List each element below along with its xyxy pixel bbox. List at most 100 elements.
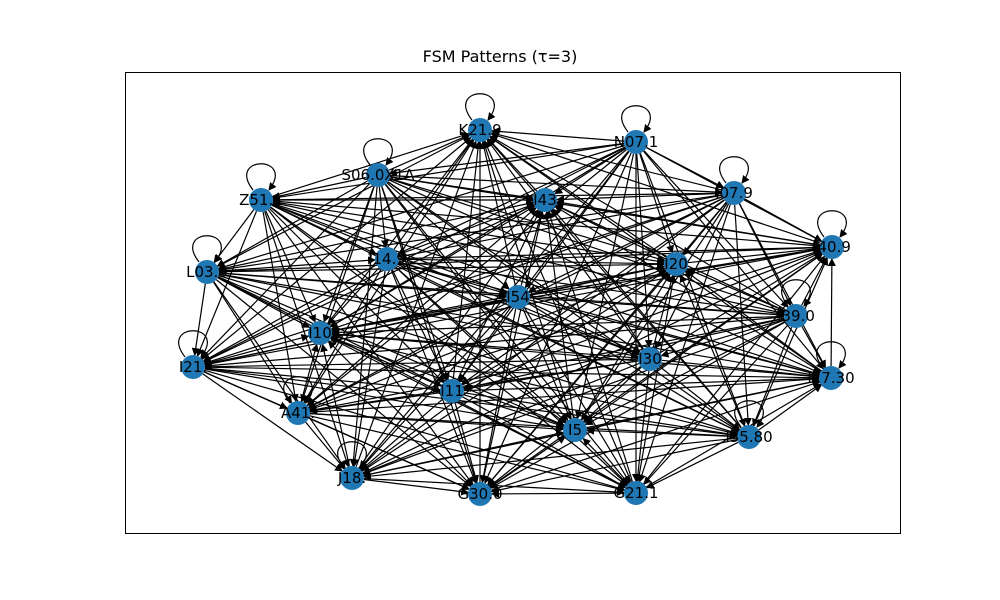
edge-I10-A41. (300, 343, 319, 402)
edge-I43-I14.9 (397, 202, 535, 256)
edge-I14.9-G21.1 (395, 266, 629, 486)
node-label: I21. (179, 358, 207, 376)
edge-Z51.1-A41. (262, 211, 299, 403)
edge-I43-G30.0 (482, 210, 545, 483)
edge-I14.9-I21. (202, 264, 377, 362)
edge-I20-I30 (652, 274, 675, 348)
edge-N07.1-I43 (554, 147, 627, 195)
edge-L03.9-A41. (212, 281, 293, 404)
edge-N07.1-S06.0X1A (388, 142, 625, 177)
edge-I30-I17.30 (661, 359, 821, 380)
edge-S06.0X1A-I07.9 (389, 175, 723, 197)
edge-I30-I5 (582, 366, 642, 423)
edge-N07.1-I20 (639, 153, 674, 254)
edge-S06.0X1A-Z51.1 (271, 176, 367, 200)
node-label: I17.30 (807, 369, 854, 387)
edge-I40.9-I30 (659, 252, 823, 354)
edge-I39.0-G30.0 (489, 321, 786, 489)
edge-I07.9-I54 (527, 197, 724, 293)
edge-I35.80-G30.0 (490, 438, 738, 494)
edge-I5-I35.80 (586, 426, 738, 438)
edge-L03.9-I30 (218, 273, 640, 360)
edge-I14.9-I39.0 (398, 260, 786, 318)
edge-A41.-J18. (305, 421, 345, 470)
node-label: I30 (638, 350, 662, 368)
node-label: S06.0X1A (341, 166, 415, 184)
edge-I35.80-G21.1 (645, 441, 739, 489)
edge-I10-I11 (330, 336, 442, 387)
edge-S06.0X1A-I20 (389, 177, 666, 263)
edge-I11-G21.1 (462, 396, 627, 488)
edge-I07.9-I5 (581, 202, 728, 421)
edge-L03.9-I21. (191, 283, 206, 357)
edge-S06.0X1A-I14.9 (378, 186, 389, 249)
edge-I20-A41. (308, 267, 666, 410)
edge-Z51.1-G30.0 (267, 209, 474, 486)
node-I54 (506, 285, 530, 309)
edge-I21.-J18. (202, 373, 344, 472)
edge-I54-I30 (528, 301, 641, 355)
edge-K21.9-I14.9 (393, 138, 474, 250)
edge-I43-I40.9 (555, 199, 821, 246)
node-label: I54 (506, 288, 530, 306)
edge-I10-I35.80 (330, 333, 738, 435)
edge-I30-A41. (308, 360, 639, 415)
edge-K21.9-N07.1 (491, 127, 625, 142)
edge-I21.-I11 (204, 367, 442, 394)
edge-I20-I35.80 (679, 274, 745, 427)
self-loop-S06.0X1A (363, 138, 394, 166)
edge-J18.-G30.0 (363, 478, 470, 496)
edge-I43-I10 (329, 205, 536, 328)
edge-Z51.1-I11 (269, 208, 445, 384)
self-loop-Z51.1 (246, 163, 277, 191)
edge-I11-I5 (463, 394, 565, 429)
edge-I10-I30 (331, 330, 639, 359)
edge-I14.9-I35.80 (397, 263, 740, 433)
edge-I14.9-A41. (303, 269, 382, 404)
edge-I17.30-I35.80 (758, 384, 823, 431)
edge-I43-I20 (554, 204, 666, 260)
edge-N07.1-I17.30 (643, 150, 825, 370)
node-label: G30.0 (457, 485, 502, 503)
edge-I5-G21.1 (582, 437, 629, 485)
edge-I39.0-I17.30 (801, 326, 826, 369)
edge-N07.1-I10 (329, 147, 627, 328)
self-loop-A41. (283, 376, 314, 404)
edge-I39.0-I11 (462, 318, 785, 391)
chart-title: FSM Patterns (τ=3) (422, 47, 578, 66)
edge-I39.0-I5 (584, 320, 786, 426)
edge-I14.9-I17.30 (398, 261, 821, 377)
edge-I10-I17.30 (331, 330, 820, 378)
node-I17.30 (819, 366, 843, 390)
edge-I43-I17.30 (554, 205, 822, 373)
edge-I20-G30.0 (487, 272, 669, 486)
edge-I14.9-J18. (351, 270, 386, 468)
node-label: I11 (440, 382, 464, 400)
edge-I14.9-I54 (398, 261, 508, 296)
node-G21.1 (624, 481, 648, 505)
self-loop-I35.80 (734, 400, 765, 428)
node-I21. (181, 355, 205, 379)
self-loop-I40.9 (817, 210, 848, 238)
node-I30 (638, 347, 662, 371)
edges-layer (191, 127, 836, 498)
edge-K21.9-Z51.1 (272, 132, 470, 197)
edge-I54-I39.0 (529, 297, 785, 319)
edge-I39.0-I30 (660, 318, 785, 358)
plot-frame (125, 72, 901, 534)
node-A41. (286, 401, 310, 425)
node-label: I40.9 (813, 238, 851, 256)
edge-S06.0X1A-I11 (381, 186, 450, 381)
edge-I20-I11 (462, 269, 667, 386)
edge-Z51.1-I40.9 (272, 200, 821, 250)
edge-I20-G21.1 (637, 274, 677, 482)
self-loop-I39.0 (781, 279, 812, 307)
edge-I39.0-I21. (204, 316, 785, 370)
edge-S06.0X1A-G30.0 (381, 186, 478, 484)
node-label: I10 (308, 324, 332, 342)
self-loop-K21.9 (465, 93, 496, 121)
edge-J18.-G21.1 (363, 478, 625, 497)
node-N07.1 (624, 130, 648, 154)
edge-I30-I21. (204, 358, 639, 371)
edge-L03.9-I14.9 (218, 256, 376, 272)
